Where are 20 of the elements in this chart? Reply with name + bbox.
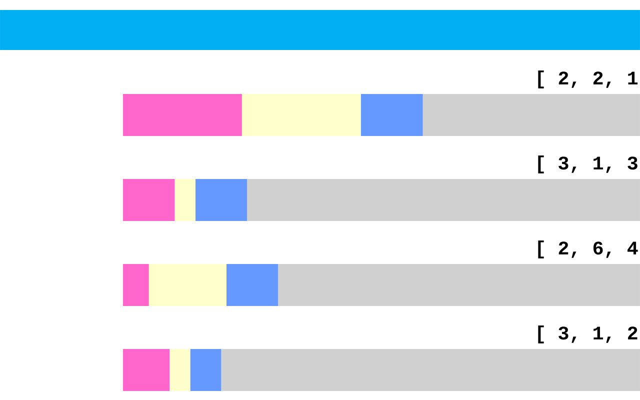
bar xyxy=(123,348,170,391)
bar xyxy=(226,264,278,306)
bar xyxy=(242,94,361,136)
bar xyxy=(221,348,640,391)
bar xyxy=(278,264,640,306)
bar xyxy=(190,348,222,391)
bar xyxy=(422,94,640,136)
bar xyxy=(123,179,175,221)
bar xyxy=(148,264,226,306)
bar xyxy=(360,94,423,136)
bar xyxy=(170,348,190,391)
bar xyxy=(195,179,248,221)
y-tick-label: [ 3, 1, 3 xyxy=(538,156,638,174)
y-tick-label: [ 2, 6, 4 xyxy=(538,240,638,258)
bar xyxy=(174,179,196,221)
bar xyxy=(247,179,640,221)
bar xyxy=(123,94,242,136)
y-tick-label: [ 2, 2, 1 xyxy=(538,70,638,88)
bar xyxy=(123,264,149,306)
y-tick-label: [ 3, 1, 2 xyxy=(538,326,638,344)
